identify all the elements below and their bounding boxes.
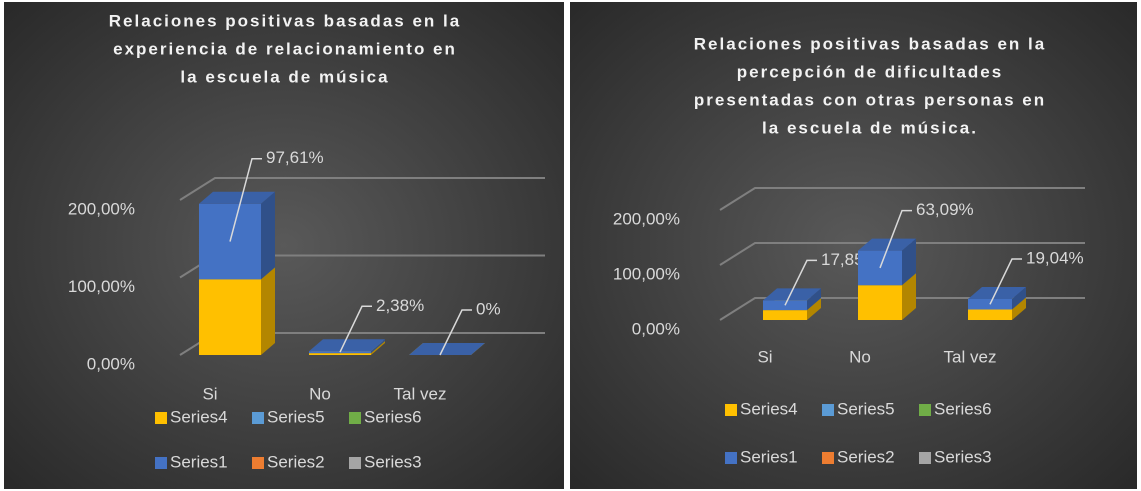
chart-title: Relaciones positivas basadas en la <box>694 34 1046 53</box>
bar-face <box>763 288 821 301</box>
legend-label: Series1 <box>740 447 798 466</box>
leader-line <box>989 258 1022 305</box>
legend-swatch <box>155 412 167 424</box>
x-tick-label: Tal vez <box>944 347 997 366</box>
data-label: 2,38% <box>376 296 424 315</box>
y-tick-label: 100,00% <box>613 264 680 283</box>
x-tick-label: Si <box>202 384 217 403</box>
leader-line <box>439 309 472 356</box>
y-tick-label: 200,00% <box>68 199 135 218</box>
grid-line <box>719 242 1085 266</box>
legend-swatch <box>349 457 361 469</box>
legend-swatch <box>349 412 361 424</box>
legend-swatch <box>252 457 264 469</box>
legend-label: Series2 <box>267 452 325 471</box>
bar-face <box>968 287 1026 300</box>
bar-face <box>309 353 371 355</box>
chart-title: Relaciones positivas basadas en la <box>109 11 461 30</box>
bar-face <box>199 279 261 355</box>
bar-face <box>763 310 807 320</box>
bar-face <box>1012 297 1026 320</box>
y-tick-label: 100,00% <box>68 277 135 296</box>
chart-title: percepción de dificultades <box>737 62 1003 81</box>
data-label: 63,09% <box>916 200 974 219</box>
legend-label: Series6 <box>364 407 422 426</box>
leader-line <box>229 157 262 242</box>
bar-face <box>409 343 485 355</box>
bar-face <box>309 339 385 352</box>
leader-line <box>339 305 372 353</box>
chart-title: experiencia de relacionamiento en <box>113 39 457 58</box>
chart-title: presentadas con otras personas en <box>694 90 1046 109</box>
legend-label: Series3 <box>934 447 992 466</box>
legend-label: Series5 <box>837 399 895 418</box>
chart-title: la escuela de música. <box>762 118 978 137</box>
legend-label: Series5 <box>267 407 325 426</box>
data-label: 19,04% <box>1026 249 1084 268</box>
legend-swatch <box>822 452 834 464</box>
y-tick-label: 200,00% <box>613 209 680 228</box>
legend-label: Series6 <box>934 399 992 418</box>
bar-face <box>858 238 916 251</box>
bar-face <box>968 309 1012 320</box>
x-tick-label: No <box>309 384 331 403</box>
bar-segment <box>409 343 485 355</box>
data-label: 0% <box>476 299 501 318</box>
legend-swatch <box>725 452 737 464</box>
bar-segment <box>199 267 275 355</box>
legend-swatch <box>725 404 737 416</box>
legend-swatch <box>919 452 931 464</box>
data-label: 97,61% <box>266 148 324 167</box>
legend-label: Series3 <box>364 452 422 471</box>
bar-segment <box>309 339 385 354</box>
y-tick-label: 0,00% <box>632 319 680 338</box>
x-tick-label: Tal vez <box>394 384 447 403</box>
legend-swatch <box>252 412 264 424</box>
chart-background <box>570 2 1137 489</box>
bar-face <box>1012 287 1026 310</box>
leader-line <box>784 259 817 306</box>
x-tick-label: No <box>849 347 871 366</box>
legend-swatch <box>155 457 167 469</box>
bar-face <box>261 191 275 280</box>
bar-segment <box>858 238 916 286</box>
bar-face <box>902 273 916 320</box>
bar-face <box>261 267 275 355</box>
y-tick-label: 0,00% <box>87 354 135 373</box>
bar-face <box>807 298 821 320</box>
chart-background <box>4 2 564 489</box>
legend-swatch <box>822 404 834 416</box>
bar-face <box>858 285 902 320</box>
legend-label: Series1 <box>170 452 228 471</box>
bar-face <box>807 288 821 311</box>
legend-label: Series2 <box>837 447 895 466</box>
bar-face <box>371 339 385 354</box>
legend-swatch <box>919 404 931 416</box>
grid-line <box>179 177 545 201</box>
bar-face <box>902 238 916 286</box>
legend-label: Series4 <box>170 407 228 426</box>
legend-label: Series4 <box>740 399 798 418</box>
x-tick-label: Si <box>757 347 772 366</box>
bar-face <box>371 341 385 355</box>
bar-face <box>199 191 275 204</box>
chart-title: la escuela de música <box>180 67 389 86</box>
bar-segment <box>199 191 275 280</box>
leader-line <box>879 209 912 269</box>
grid-line <box>719 187 1085 211</box>
